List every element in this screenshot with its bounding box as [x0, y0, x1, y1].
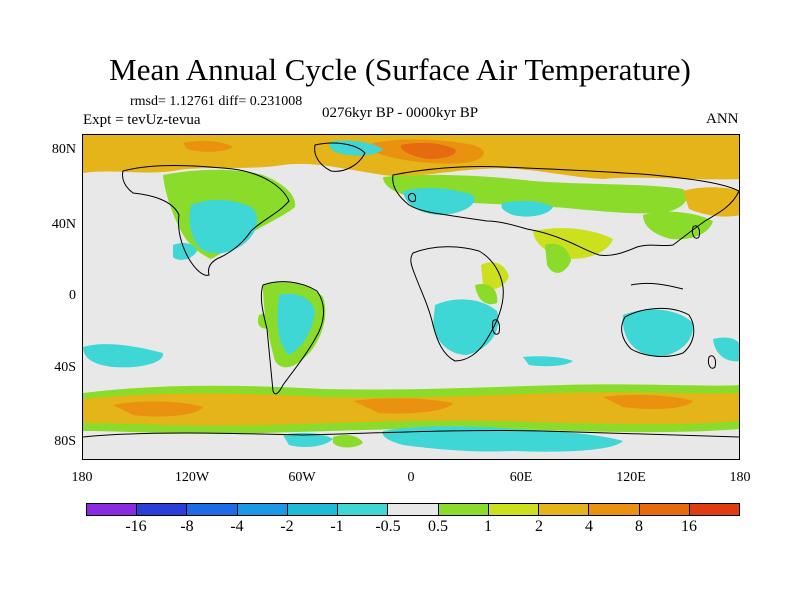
x-label-120e: 120E	[616, 470, 646, 485]
colorbar-box	[639, 504, 690, 515]
arctic-red-patch-east	[400, 142, 456, 159]
coastline-japan	[692, 225, 700, 239]
southern-ocean-red-patch-center	[353, 398, 453, 414]
colorbar-label: -4	[230, 518, 244, 535]
experiment-label: Expt = tevUz-tevua	[83, 112, 201, 128]
colorbar-label: 2	[535, 518, 543, 535]
arctic-cyan-patch	[329, 140, 383, 156]
coastlines	[83, 142, 739, 438]
season-label: ANN	[706, 111, 739, 127]
colorbar	[86, 503, 740, 516]
colorbar-box	[388, 504, 439, 515]
north-america-cyan	[189, 199, 258, 254]
colorbar-box	[589, 504, 640, 515]
africa-green	[475, 283, 498, 305]
antarctica-cyan	[382, 426, 623, 452]
colorbar-label: -16	[125, 518, 147, 535]
colorbar-label: -1	[330, 518, 344, 535]
coastline-indonesia	[630, 282, 684, 290]
colorbar-label: 4	[585, 518, 593, 535]
coastline-africa	[410, 246, 504, 362]
colorbar-box	[338, 504, 389, 515]
y-label-80n: 80N	[51, 142, 76, 157]
colorbar-box	[87, 504, 138, 515]
x-label-60e: 60E	[509, 470, 533, 485]
y-label-40n: 40N	[51, 217, 76, 232]
southern-ocean-red-patch-east	[603, 394, 693, 409]
coastline-greenland	[314, 142, 366, 172]
coastline-new-zealand	[708, 355, 716, 369]
south-pacific-cyan	[83, 344, 164, 368]
colorbar-label: 1	[484, 518, 492, 535]
colorbar-box	[488, 504, 540, 515]
coastline-north-america	[122, 165, 290, 276]
antarctica-cyan-west	[283, 432, 333, 447]
x-label-120w: 120W	[174, 470, 210, 485]
colorbar-label: 0.5	[428, 518, 448, 535]
colorbar-label: -0.5	[375, 518, 401, 535]
coastline-australia	[621, 307, 695, 357]
colorbar-box	[137, 504, 188, 515]
x-label-180-west: 180	[71, 470, 93, 485]
x-label-60w: 60W	[288, 470, 316, 485]
y-label-40s: 40S	[54, 360, 76, 375]
antarctica-green	[333, 435, 363, 448]
indian-ocean-cyan	[713, 337, 739, 362]
coastline-eurasia	[392, 165, 739, 256]
colorbar-label: 16	[681, 518, 697, 535]
temperature-map	[83, 135, 739, 459]
coastline-madagascar	[492, 319, 500, 335]
colorbar-box	[438, 504, 489, 515]
period-label: 0276kyr BP - 0000kyr BP	[322, 105, 479, 121]
coastline-uk	[408, 192, 416, 202]
y-label-80s: 80S	[54, 434, 76, 449]
eurasia-green	[383, 174, 687, 214]
map-panel	[82, 134, 740, 460]
australia-cyan	[622, 309, 694, 357]
europe-cyan	[403, 188, 475, 215]
colorbar-box	[539, 504, 590, 515]
india-green	[545, 243, 571, 273]
arctic-orange-west	[183, 140, 233, 152]
east-asia-green	[643, 211, 713, 240]
colorbar-box	[287, 504, 339, 515]
siberia-cyan	[501, 200, 553, 217]
south-indian-cyan	[523, 356, 573, 367]
colorbar-box	[237, 504, 288, 515]
x-label-180-east: 180	[729, 470, 751, 485]
stats-text: rmsd= 1.12761 diff= 0.231008	[130, 94, 303, 109]
coastline-south-america	[260, 281, 324, 395]
colorbar-label: 8	[635, 518, 643, 535]
colorbar-label: -8	[180, 518, 194, 535]
colorbar-label: -2	[280, 518, 294, 535]
southern-ocean-red-patch-west	[113, 401, 203, 417]
colorbar-box	[187, 504, 238, 515]
south-america-cyan	[277, 293, 315, 355]
colorbar-box	[689, 504, 740, 515]
x-label-0: 0	[407, 470, 415, 485]
coastline-antarctica	[83, 429, 739, 438]
y-label-0: 0	[69, 288, 76, 303]
africa-cyan	[433, 299, 499, 355]
plot-title: Mean Annual Cycle (Surface Air Temperatu…	[109, 52, 691, 87]
asia-orange	[683, 187, 739, 217]
